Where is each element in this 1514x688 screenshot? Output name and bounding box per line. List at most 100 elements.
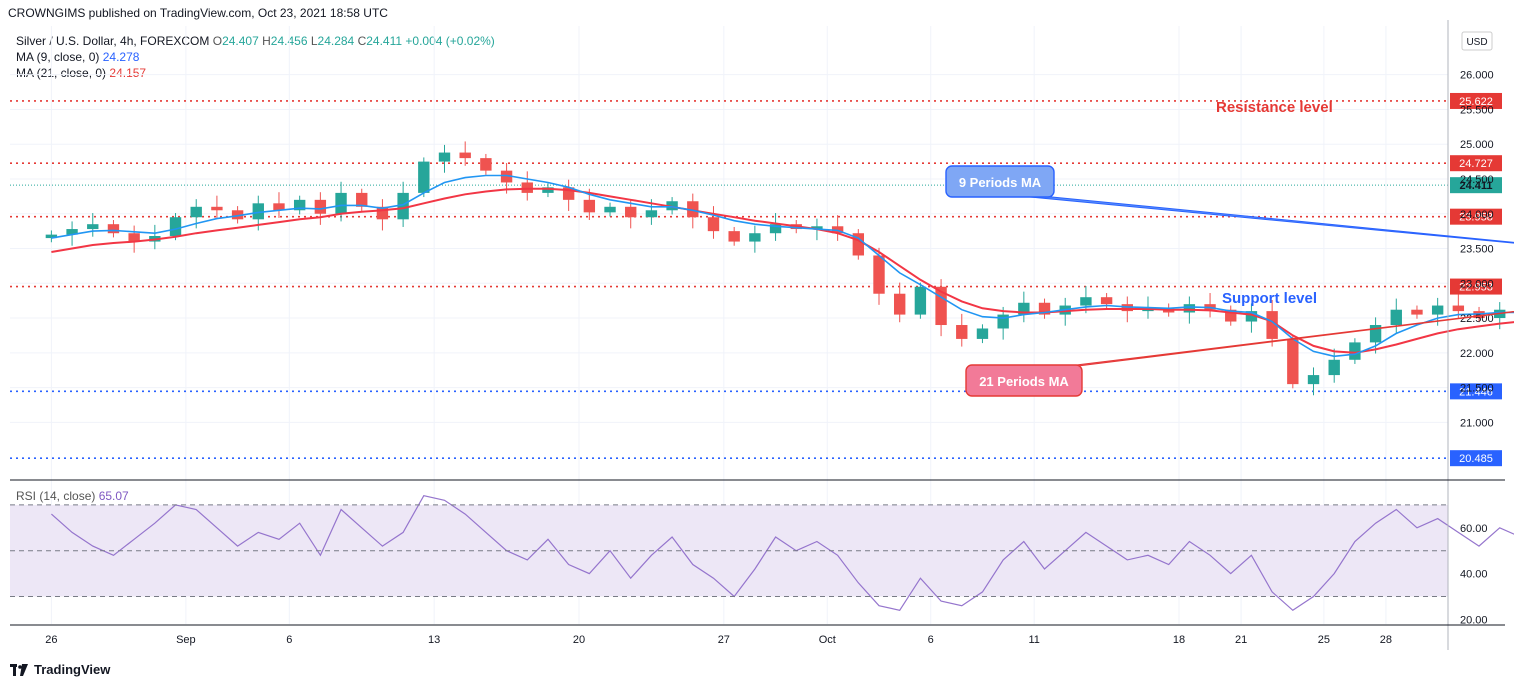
candle-body: [211, 206, 223, 211]
candle-body: [935, 286, 947, 326]
tradingview-footer[interactable]: TradingView: [10, 662, 110, 677]
y-tick-label: 23.000: [1460, 278, 1494, 290]
rsi-tick-label: 40.00: [1460, 569, 1488, 581]
y-tick-label: 26.000: [1460, 70, 1494, 82]
candle-body: [480, 158, 492, 171]
ma9-line: [51, 174, 1514, 358]
rsi-tick-label: 20.00: [1460, 614, 1488, 626]
candle-body: [604, 206, 616, 213]
low-value: 24.284: [317, 34, 355, 48]
x-tick-label: Sep: [176, 634, 196, 646]
candle-body: [521, 182, 533, 193]
level-tag: [1450, 278, 1502, 295]
candle-body: [1266, 311, 1278, 339]
x-tick-label: 6: [286, 634, 292, 646]
support-label: Support level: [1222, 290, 1317, 307]
candle-body: [356, 192, 368, 207]
y-tick-label: 21.500: [1460, 383, 1494, 395]
candle-body: [1390, 309, 1402, 326]
candle-body: [1431, 305, 1444, 315]
ma21-line: [51, 187, 1514, 354]
x-tick-label: 18: [1173, 634, 1185, 646]
x-tick-label: 27: [718, 634, 730, 646]
open-label: O: [212, 34, 223, 48]
candle-body: [687, 201, 699, 218]
y-tick-label: 24.000: [1460, 209, 1494, 221]
candle-body: [231, 210, 244, 220]
x-tick-label: 28: [1380, 634, 1392, 646]
y-tick-label: 25.500: [1460, 104, 1494, 116]
ma21-value: 24.157: [109, 66, 147, 80]
level-tag: [1450, 92, 1502, 109]
close-label: C: [357, 34, 367, 48]
candle-body: [1183, 304, 1196, 313]
candle-body: [500, 170, 513, 183]
level-tag-label: 25.622: [1459, 96, 1493, 108]
candle-body: [1369, 325, 1382, 343]
candle-body: [459, 152, 471, 159]
candle-body: [1328, 359, 1340, 376]
candle-body: [87, 224, 99, 230]
candle-body: [976, 328, 989, 339]
price-legend: Silver / U.S. Dollar, 4h, FOREXCOM O24.4…: [16, 33, 495, 81]
ma9-label: MA (9, close, 0): [16, 50, 100, 64]
candle-body: [66, 229, 78, 235]
x-tick-label: 25: [1318, 634, 1330, 646]
currency-label: USD: [1466, 37, 1487, 48]
ma9-callout-label: 9 Periods MA: [959, 175, 1042, 190]
candles: [45, 141, 1506, 396]
candle-body: [956, 325, 968, 339]
high-label: H: [262, 34, 271, 48]
ma9-row: MA (9, close, 0) 24.278: [16, 49, 495, 65]
publish-header: CROWNGIMS published on TradingView.com, …: [8, 6, 388, 20]
candle-body: [1225, 309, 1237, 322]
candle-body: [769, 224, 782, 234]
candle-body: [625, 206, 637, 218]
y-tick-label: 21.000: [1460, 417, 1494, 429]
ma9-callout-pointer: [1029, 196, 1514, 244]
axes: USD21.00021.50022.00022.50023.00023.5002…: [10, 20, 1505, 650]
tradingview-logo-icon: [10, 663, 28, 676]
candle-body: [1287, 338, 1299, 385]
candle-body: [666, 201, 678, 211]
rsi-line: [51, 495, 1514, 612]
candle-body: [314, 199, 327, 214]
rsi-band: [10, 504, 1448, 597]
candle-body: [252, 203, 264, 220]
symbol-name: Silver / U.S. Dollar, 4h, FOREXCOM: [16, 34, 210, 48]
candle-body: [811, 226, 823, 230]
y-tick-label: 24.500: [1460, 174, 1494, 186]
candle-body: [190, 206, 202, 218]
y-tick-label: 25.000: [1460, 139, 1494, 151]
y-tick-label: 22.000: [1460, 348, 1494, 360]
candle-body: [438, 152, 451, 162]
candle-body: [583, 199, 596, 213]
candle-body: [1411, 309, 1423, 315]
candle-body: [1452, 305, 1465, 312]
candle-body: [997, 314, 1009, 329]
currency-badge: [1461, 31, 1493, 51]
last-price-tag: [1450, 177, 1502, 194]
y-tick-label: 23.500: [1460, 244, 1494, 256]
candle-body: [1245, 311, 1258, 322]
candle-body: [397, 192, 409, 220]
candle-body: [728, 231, 740, 242]
ma9-callout-box: [945, 165, 1055, 198]
candle-body: [914, 286, 927, 315]
candle-body: [707, 217, 720, 232]
low-label: L: [310, 34, 318, 48]
level-tag-label: 24.727: [1459, 158, 1493, 170]
candle-body: [128, 233, 140, 242]
level-tag: [1450, 155, 1502, 172]
x-tick-label: 26: [45, 634, 57, 646]
candle-body: [1349, 342, 1361, 360]
rsi-value: 65.07: [98, 489, 129, 503]
x-tick-label: 20: [573, 634, 585, 646]
candle-body: [418, 161, 430, 193]
rsi-tick-label: 60.00: [1460, 523, 1488, 535]
x-tick-label: 21: [1235, 634, 1247, 646]
candle-body: [894, 293, 906, 315]
candle-body: [376, 206, 389, 220]
x-tick-label: 13: [428, 634, 440, 646]
